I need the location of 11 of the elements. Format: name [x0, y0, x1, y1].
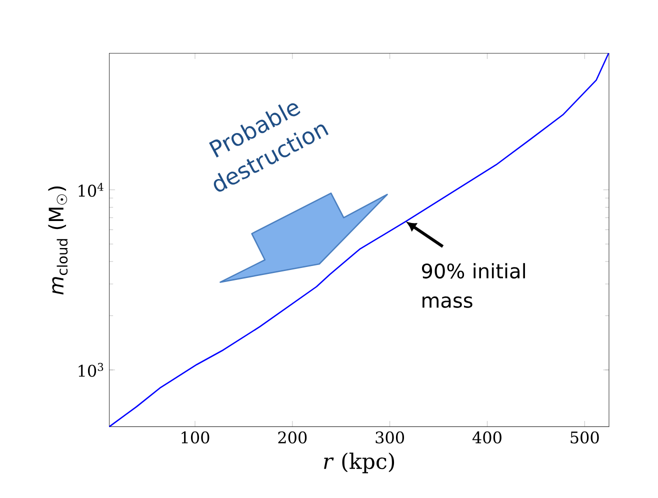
- annotation: 90% initial mass: [422, 263, 525, 308]
- y-tick-label: 10$^{4}$: [78, 182, 104, 197]
- line-series: [108, 52, 610, 428]
- y-axis-title: m$_{cloud}$ (M$_{☉}$): [48, 186, 68, 295]
- x-tick-label: 400: [472, 431, 502, 444]
- x-tick-label: 500: [570, 431, 599, 444]
- x-tick-label: 100: [182, 431, 210, 444]
- x-tick-label: 300: [376, 431, 404, 444]
- y-tick-label: 10$^{3}$: [78, 362, 104, 377]
- x-axis-title: r (kpc): [324, 452, 394, 474]
- x-tick-label: 200: [278, 431, 307, 444]
